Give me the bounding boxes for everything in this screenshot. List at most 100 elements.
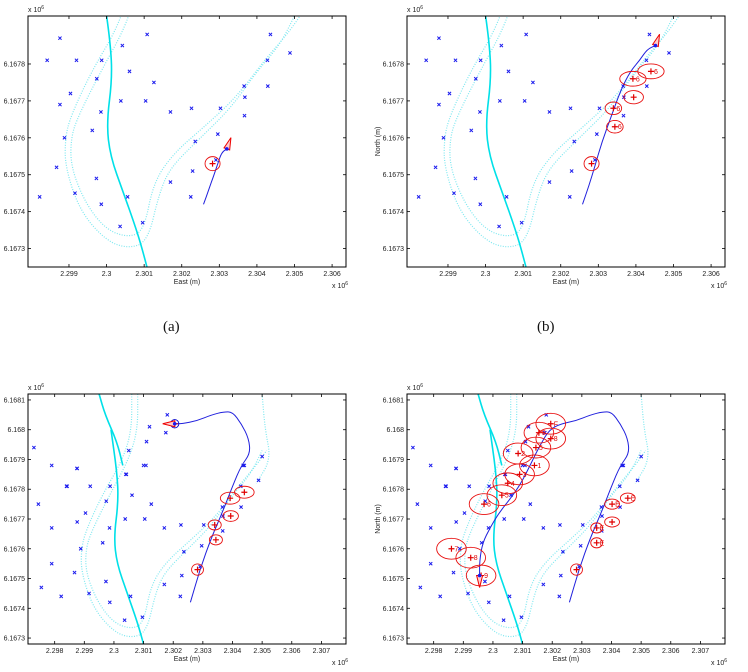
uncertainty-ellipse xyxy=(468,493,500,515)
y-tick-label: 6.1674 xyxy=(383,209,405,216)
landmark-marker xyxy=(519,220,524,225)
landmark-marker xyxy=(188,194,193,199)
landmark-marker xyxy=(62,135,67,140)
y-tick-label: 6.1675 xyxy=(383,576,405,583)
y-tick-label: 6.1676 xyxy=(383,546,405,553)
landmark-marker xyxy=(530,80,535,85)
y-tick-label: 6.168 xyxy=(7,427,25,434)
x-tick-label: 2.302 xyxy=(173,271,191,278)
landmark-marker xyxy=(438,594,443,599)
landmark-marker xyxy=(416,194,421,199)
landmark-marker xyxy=(541,525,546,530)
landmark-marker xyxy=(497,98,502,103)
landmark-marker xyxy=(213,158,218,162)
x-axis-exponent: x 106 xyxy=(332,658,348,667)
y-tick-label: 6.1675 xyxy=(4,172,26,179)
uncertainty-ellipse xyxy=(570,563,583,576)
landmark-marker xyxy=(560,549,565,554)
x-tick-label: 2.306 xyxy=(283,648,301,655)
estimate-marker xyxy=(629,75,636,82)
landmark-marker xyxy=(578,543,583,548)
y-tick-label: 6.1674 xyxy=(4,606,26,613)
plot-area: 6 6 6 6 xyxy=(416,16,680,267)
landmark-marker xyxy=(547,180,552,185)
landmark-marker xyxy=(68,91,73,96)
y-axis-exponent: x 106 xyxy=(407,383,423,392)
landmark-marker xyxy=(108,484,113,489)
x-tick-label: 2.303 xyxy=(573,648,591,655)
landmark-marker xyxy=(477,110,482,114)
landmark-marker xyxy=(486,600,491,605)
uncertainty-ellipse xyxy=(234,485,255,499)
estimate-label: E xyxy=(615,502,620,509)
x-tick-label: 2.299 xyxy=(60,271,78,278)
landmark-marker xyxy=(168,180,173,185)
landmark-marker xyxy=(522,98,527,103)
vehicle-position-marker xyxy=(172,421,177,426)
river-centerline xyxy=(484,16,527,267)
landmark-marker xyxy=(36,502,41,507)
x-tick-label: 2.304 xyxy=(603,648,621,655)
y-tick-label: 6.1678 xyxy=(383,61,405,68)
landmark-marker xyxy=(453,466,458,471)
landmark-marker xyxy=(128,594,133,599)
landmark-marker xyxy=(179,573,184,578)
landmark-marker xyxy=(497,224,502,229)
estimate-marker xyxy=(481,501,488,508)
y-axis-exponent: x 106 xyxy=(407,5,423,14)
landmark-marker xyxy=(567,194,572,199)
caption-b: (b) xyxy=(537,319,555,335)
landmark-marker xyxy=(473,76,478,81)
landmark-marker xyxy=(189,106,194,111)
estimate-label: 7 xyxy=(454,546,458,553)
landmark-marker xyxy=(644,84,649,89)
landmark-marker xyxy=(147,424,152,429)
landmark-marker xyxy=(57,36,62,41)
shore-boundary-line xyxy=(80,394,263,638)
landmark-marker xyxy=(568,106,573,111)
landmark-marker xyxy=(242,84,247,89)
y-tick-label: 6.1679 xyxy=(4,457,26,464)
x-tick-label: 2.303 xyxy=(194,648,212,655)
landmark-marker xyxy=(107,525,112,530)
uncertainty-ellipse xyxy=(222,510,239,522)
landmark-marker xyxy=(242,95,247,100)
uncertainty-ellipse xyxy=(204,156,221,172)
x-tick-label: 2.305 xyxy=(253,648,271,655)
uncertainty-ellipse xyxy=(604,516,620,528)
estimate-label: 5 xyxy=(505,493,509,500)
landmark-marker xyxy=(268,32,273,37)
x-tick-label: 2.3 xyxy=(109,648,119,655)
estimate-marker xyxy=(609,501,616,508)
panel-a: 2.299 2.3 2.301 2.302 2.303 2.304 2.305 2.306 6.… xyxy=(4,5,349,290)
landmark-marker xyxy=(260,454,265,459)
x-axis-exponent: x 106 xyxy=(711,281,727,290)
landmark-marker xyxy=(505,448,510,453)
landmark-marker xyxy=(145,32,150,37)
uncertainty-ellipse xyxy=(604,101,623,116)
y-tick-label: 6.1677 xyxy=(4,98,26,105)
y-axis-exponent-power: 6 xyxy=(41,5,44,11)
estimate-label: 5 xyxy=(539,445,543,452)
landmark-marker xyxy=(107,600,112,605)
y-tick-label: 6.1678 xyxy=(4,487,26,494)
shore-boundary-line xyxy=(70,16,301,237)
estimate-marker xyxy=(515,450,522,457)
river-centerline xyxy=(489,429,524,644)
y-axis-exponent-power: 6 xyxy=(420,383,423,389)
landmark-marker xyxy=(557,594,562,599)
estimate-label: E xyxy=(600,525,605,532)
landmark-marker xyxy=(141,463,146,468)
x-tick-label: 2.303 xyxy=(590,271,608,278)
x-tick-label: 2.306 xyxy=(662,648,680,655)
estimate-marker xyxy=(498,492,505,499)
landmark-marker xyxy=(428,561,433,566)
landmark-marker xyxy=(451,570,456,575)
landmark-marker xyxy=(507,594,512,599)
landmark-marker xyxy=(467,484,472,489)
landmark-marker xyxy=(201,522,206,527)
estimate-marker xyxy=(611,123,618,130)
landmark-marker xyxy=(639,454,644,459)
vehicle-position-marker xyxy=(225,147,229,151)
